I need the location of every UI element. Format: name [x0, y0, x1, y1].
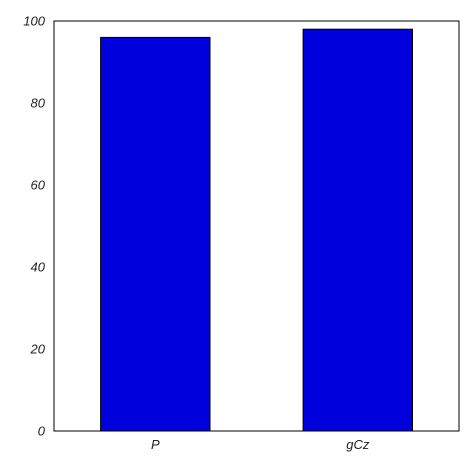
bar-gcz: [302, 28, 414, 432]
bars-group: [100, 28, 414, 432]
y-tick-label-0: 0: [38, 424, 46, 439]
y-tick-label-100: 100: [23, 14, 45, 29]
y-tick-labels: 0 20 40 60 80 100: [23, 14, 45, 439]
plot-frame: [53, 20, 460, 432]
y-tick-label-20: 20: [30, 342, 46, 357]
y-tick-label-40: 40: [31, 260, 46, 275]
x-tick-label-p: P: [151, 437, 160, 452]
x-tick-label-gcz: gCz: [346, 437, 370, 452]
y-tick-label-80: 80: [31, 96, 46, 111]
bar-p: [100, 36, 211, 432]
y-tick-label-60: 60: [31, 178, 46, 193]
